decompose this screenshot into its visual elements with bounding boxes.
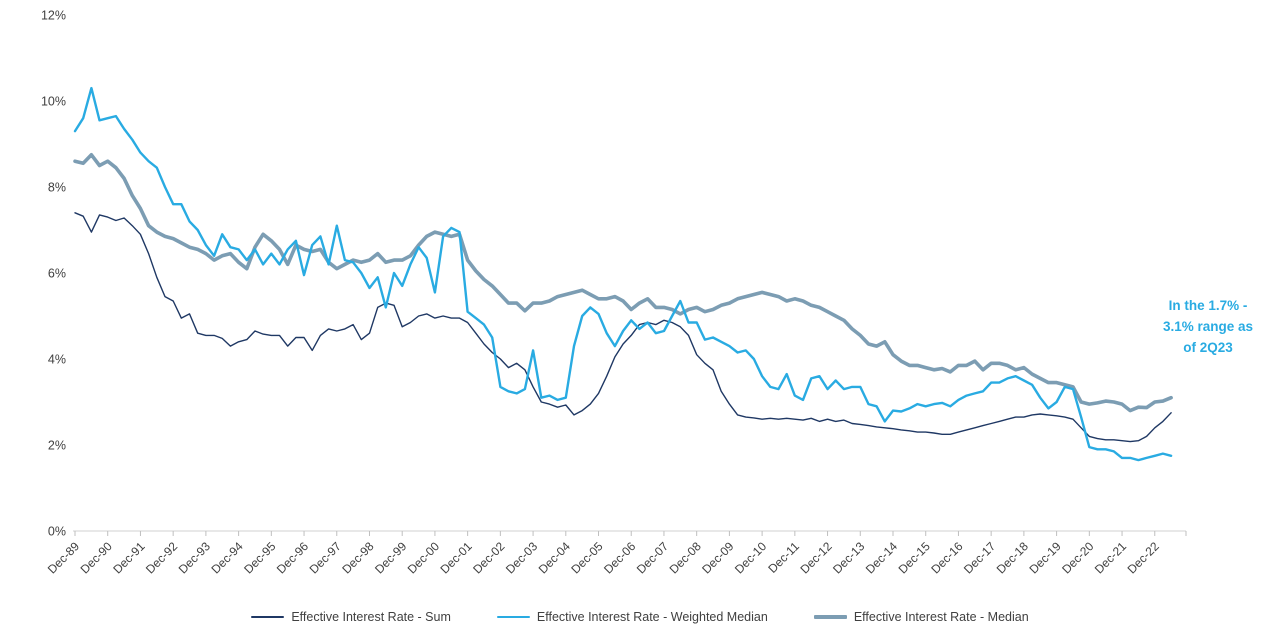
x-axis-label: Dec-14 [863, 539, 900, 576]
x-axis-label: Dec-13 [830, 539, 867, 576]
y-axis-label: 10% [41, 95, 66, 109]
annotation-line-3: of 2Q23 [1183, 340, 1233, 355]
x-axis-label: Dec-10 [732, 539, 769, 576]
x-axis-label: Dec-17 [961, 539, 998, 576]
y-axis-label: 4% [48, 353, 66, 367]
chart-legend: Effective Interest Rate - Sum Effective … [0, 603, 1280, 631]
x-axis-label: Dec-19 [1026, 539, 1063, 576]
legend-item-sum: Effective Interest Rate - Sum [251, 610, 451, 624]
x-axis-label: Dec-11 [765, 539, 802, 576]
range-annotation: In the 1.7% - 3.1% range as of 2Q23 [1149, 295, 1267, 358]
x-axis-label: Dec-92 [143, 539, 180, 576]
x-axis-label: Dec-00 [405, 539, 442, 576]
x-axis-label: Dec-06 [601, 539, 638, 576]
x-axis-label: Dec-98 [339, 539, 376, 576]
annotation-line-2: 3.1% range as [1162, 319, 1254, 334]
annotation-line-1: In the 1.7% - [1168, 298, 1248, 313]
x-axis-label: Dec-07 [634, 539, 671, 576]
x-axis-label: Dec-99 [372, 539, 409, 576]
legend-item-median: Effective Interest Rate - Median [813, 610, 1029, 624]
y-axis-label: 8% [48, 181, 66, 195]
x-axis-label: Dec-18 [994, 539, 1031, 576]
legend-label-sum: Effective Interest Rate - Sum [291, 610, 451, 624]
legend-line-swatch-median [813, 615, 847, 619]
x-axis-label: Dec-12 [797, 539, 834, 576]
x-axis-label: Dec-08 [667, 539, 704, 576]
y-axis-label: 2% [48, 439, 66, 453]
y-axis-label: 12% [41, 9, 66, 23]
legend-label-weighted-median: Effective Interest Rate - Weighted Media… [536, 610, 768, 624]
x-axis-label: Dec-03 [503, 539, 540, 576]
x-axis-label: Dec-21 [1092, 539, 1129, 576]
legend-item-weighted-median: Effective Interest Rate - Weighted Media… [496, 610, 768, 624]
x-axis-label: Dec-95 [241, 539, 278, 576]
legend-line-swatch-weighted-median [496, 616, 530, 618]
x-axis-label: Dec-22 [1125, 539, 1162, 576]
x-axis-label: Dec-05 [568, 539, 605, 576]
x-axis-label: Dec-02 [470, 539, 507, 576]
x-axis-label: Dec-04 [536, 539, 573, 576]
x-axis-label: Dec-96 [274, 539, 311, 576]
x-axis-label: Dec-16 [928, 539, 965, 576]
x-axis-label: Dec-15 [896, 539, 933, 576]
y-axis-label: 6% [48, 267, 66, 281]
x-axis-label: Dec-90 [78, 539, 115, 576]
x-axis-label: Dec-09 [699, 539, 736, 576]
legend-line-swatch-sum [251, 616, 285, 618]
x-axis-label: Dec-01 [438, 539, 475, 576]
y-axis-label: 0% [48, 525, 66, 539]
x-axis-label: Dec-20 [1059, 539, 1096, 576]
x-axis-label: Dec-91 [110, 539, 147, 576]
series-line-sum [74, 212, 1172, 443]
x-axis-label: Dec-93 [176, 539, 213, 576]
x-axis-label: Dec-89 [45, 539, 82, 576]
x-axis-label: Dec-97 [307, 539, 344, 576]
x-axis-label: Dec-94 [208, 539, 245, 576]
series-line-median [73, 153, 1173, 413]
legend-label-median: Effective Interest Rate - Median [853, 610, 1029, 624]
series-line-weighted-median [73, 86, 1173, 462]
